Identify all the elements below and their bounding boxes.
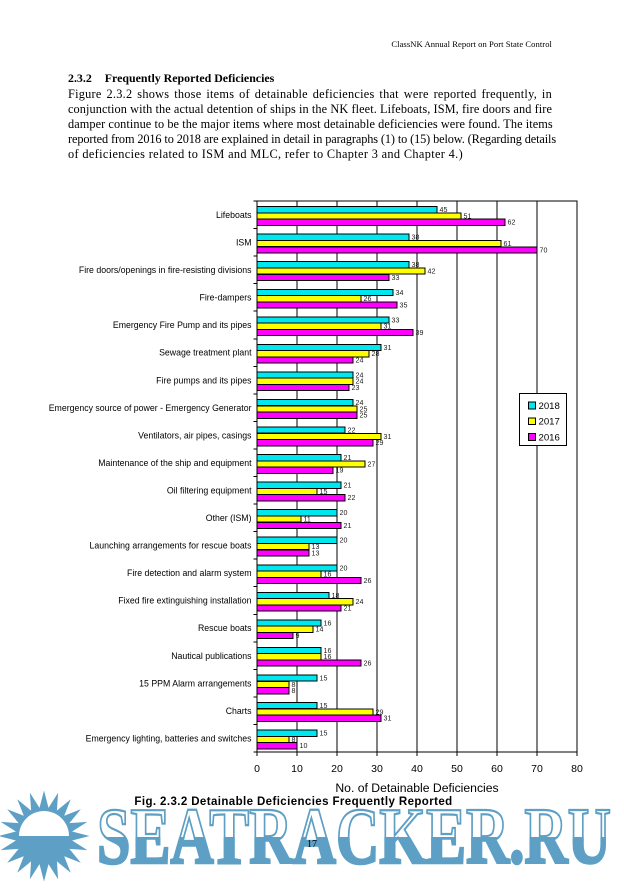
svg-text:Lifeboats: Lifeboats (216, 210, 252, 220)
svg-text:2017: 2017 (539, 417, 560, 428)
svg-text:SEATRACKER.RU: SEATRACKER.RU (97, 793, 611, 881)
svg-text:Oil filtering equipment: Oil filtering equipment (167, 485, 252, 495)
svg-text:Rescue boats: Rescue boats (198, 623, 252, 633)
svg-text:Fire detection and alarm syste: Fire detection and alarm system (127, 568, 252, 578)
svg-text:45: 45 (440, 206, 448, 214)
svg-text:2016: 2016 (539, 432, 560, 443)
svg-text:Emergency lighting, batteries: Emergency lighting, batteries and switch… (86, 733, 252, 743)
svg-text:10: 10 (291, 763, 303, 775)
svg-text:24: 24 (356, 356, 364, 364)
svg-text:16: 16 (324, 647, 332, 655)
svg-text:33: 33 (392, 316, 400, 324)
svg-text:No. of Detainable Deficiencies: No. of Detainable Deficiencies (335, 781, 498, 795)
svg-text:28: 28 (372, 350, 380, 358)
svg-text:27: 27 (368, 460, 376, 468)
svg-text:16: 16 (324, 619, 332, 627)
svg-text:31: 31 (384, 323, 392, 331)
svg-text:20: 20 (331, 763, 343, 775)
svg-text:18: 18 (332, 592, 340, 600)
svg-text:26: 26 (364, 577, 372, 585)
svg-text:SEATRACKER.RU: SEATRACKER.RU (97, 793, 611, 881)
svg-text:Ventilators, air pipes, casing: Ventilators, air pipes, casings (138, 430, 252, 440)
svg-text:29: 29 (376, 708, 384, 716)
svg-text:24: 24 (356, 371, 364, 379)
svg-text:61: 61 (504, 240, 512, 248)
svg-text:13: 13 (312, 543, 320, 551)
svg-text:21: 21 (344, 482, 352, 490)
svg-text:Fire-dampers: Fire-dampers (199, 293, 252, 303)
svg-text:21: 21 (344, 604, 352, 612)
svg-text:31: 31 (384, 433, 392, 441)
svg-text:Charts: Charts (226, 706, 252, 716)
svg-text:15 PPM Alarm arrangements: 15 PPM Alarm arrangements (139, 678, 252, 688)
svg-text:25: 25 (360, 412, 368, 420)
svg-text:Nautical publications: Nautical publications (171, 651, 252, 661)
svg-text:51: 51 (464, 212, 472, 220)
svg-text:19: 19 (336, 467, 344, 475)
svg-text:30: 30 (371, 763, 383, 775)
svg-text:8: 8 (292, 687, 296, 695)
svg-text:35: 35 (400, 301, 408, 309)
svg-text:26: 26 (364, 660, 372, 668)
svg-text:25: 25 (360, 405, 368, 413)
svg-text:15: 15 (320, 730, 328, 738)
svg-text:16: 16 (324, 653, 332, 661)
svg-text:13: 13 (312, 549, 320, 557)
svg-text:14: 14 (316, 626, 324, 634)
svg-text:15: 15 (320, 488, 328, 496)
svg-text:24: 24 (356, 378, 364, 386)
svg-text:8: 8 (292, 736, 296, 744)
svg-text:70: 70 (531, 763, 543, 775)
svg-text:10: 10 (300, 742, 308, 750)
svg-text:26: 26 (364, 295, 372, 303)
svg-text:20: 20 (340, 509, 348, 517)
svg-text:50: 50 (451, 763, 463, 775)
svg-text:20: 20 (340, 537, 348, 545)
svg-text:24: 24 (356, 399, 364, 407)
svg-text:22: 22 (348, 427, 356, 435)
svg-text:40: 40 (411, 763, 423, 775)
svg-text:15: 15 (320, 702, 328, 710)
svg-text:22: 22 (348, 494, 356, 502)
svg-text:42: 42 (428, 268, 436, 276)
svg-text:0: 0 (254, 763, 260, 775)
svg-text:70: 70 (540, 246, 548, 254)
svg-text:11: 11 (304, 515, 311, 523)
svg-text:38: 38 (412, 234, 420, 242)
svg-text:31: 31 (384, 715, 392, 723)
svg-text:24: 24 (356, 598, 364, 606)
svg-text:62: 62 (508, 219, 516, 227)
svg-text:9: 9 (296, 632, 300, 640)
svg-text:Maintenance of the ship and eq: Maintenance of the ship and equipment (98, 458, 252, 468)
svg-text:60: 60 (491, 763, 503, 775)
svg-text:Fire pumps and its pipes: Fire pumps and its pipes (156, 375, 252, 385)
svg-text:8: 8 (292, 681, 296, 689)
svg-text:29: 29 (376, 439, 384, 447)
svg-text:39: 39 (416, 329, 424, 337)
svg-text:80: 80 (571, 763, 583, 775)
svg-text:16: 16 (324, 571, 332, 579)
svg-text:Emergency Fire Pump and its pi: Emergency Fire Pump and its pipes (113, 320, 252, 330)
svg-text:Other (ISM): Other (ISM) (206, 513, 252, 523)
svg-text:Sewage treatment plant: Sewage treatment plant (159, 348, 252, 358)
svg-text:15: 15 (320, 674, 328, 682)
svg-text:21: 21 (344, 522, 352, 530)
svg-text:Emergency source of power - Em: Emergency source of power - Emergency Ge… (49, 403, 252, 413)
svg-text:31: 31 (384, 344, 392, 352)
svg-text:38: 38 (412, 261, 420, 269)
svg-text:23: 23 (352, 384, 360, 392)
svg-text:34: 34 (396, 289, 404, 297)
svg-text:ISM: ISM (236, 238, 252, 248)
svg-text:Launching arrangements for res: Launching arrangements for rescue boats (90, 541, 253, 551)
svg-text:33: 33 (392, 274, 400, 282)
svg-text:2018: 2018 (539, 401, 560, 412)
svg-text:Fire doors/openings in fire-re: Fire doors/openings in fire-resisting di… (79, 265, 252, 275)
svg-text:21: 21 (344, 454, 352, 462)
svg-text:Fixed fire extinguishing insta: Fixed fire extinguishing installation (118, 596, 251, 606)
svg-text:20: 20 (340, 564, 348, 572)
